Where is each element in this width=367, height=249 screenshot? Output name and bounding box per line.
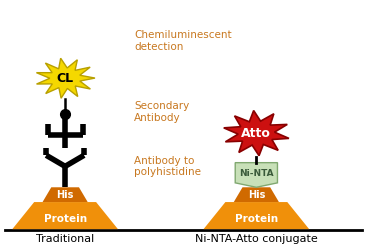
Polygon shape xyxy=(234,187,279,202)
Polygon shape xyxy=(224,111,289,156)
Text: Secondary
Antibody: Secondary Antibody xyxy=(134,101,190,123)
Text: Protein: Protein xyxy=(235,214,278,224)
Text: Protein: Protein xyxy=(44,214,87,224)
Polygon shape xyxy=(235,163,277,187)
Text: Traditional: Traditional xyxy=(36,234,94,244)
Text: Atto: Atto xyxy=(241,127,271,140)
Polygon shape xyxy=(12,202,118,229)
Polygon shape xyxy=(204,202,309,229)
Text: His: His xyxy=(248,190,265,200)
Text: CL: CL xyxy=(57,72,74,85)
Text: Ni-NTA: Ni-NTA xyxy=(239,169,274,178)
Polygon shape xyxy=(36,58,95,98)
Polygon shape xyxy=(43,187,88,202)
Text: Antibody to
polyhistidine: Antibody to polyhistidine xyxy=(134,156,201,177)
Text: His: His xyxy=(57,190,74,200)
Text: Ni-NTA-Atto conjugate: Ni-NTA-Atto conjugate xyxy=(195,234,318,244)
Text: Chemiluminescent
detection: Chemiluminescent detection xyxy=(134,30,232,52)
